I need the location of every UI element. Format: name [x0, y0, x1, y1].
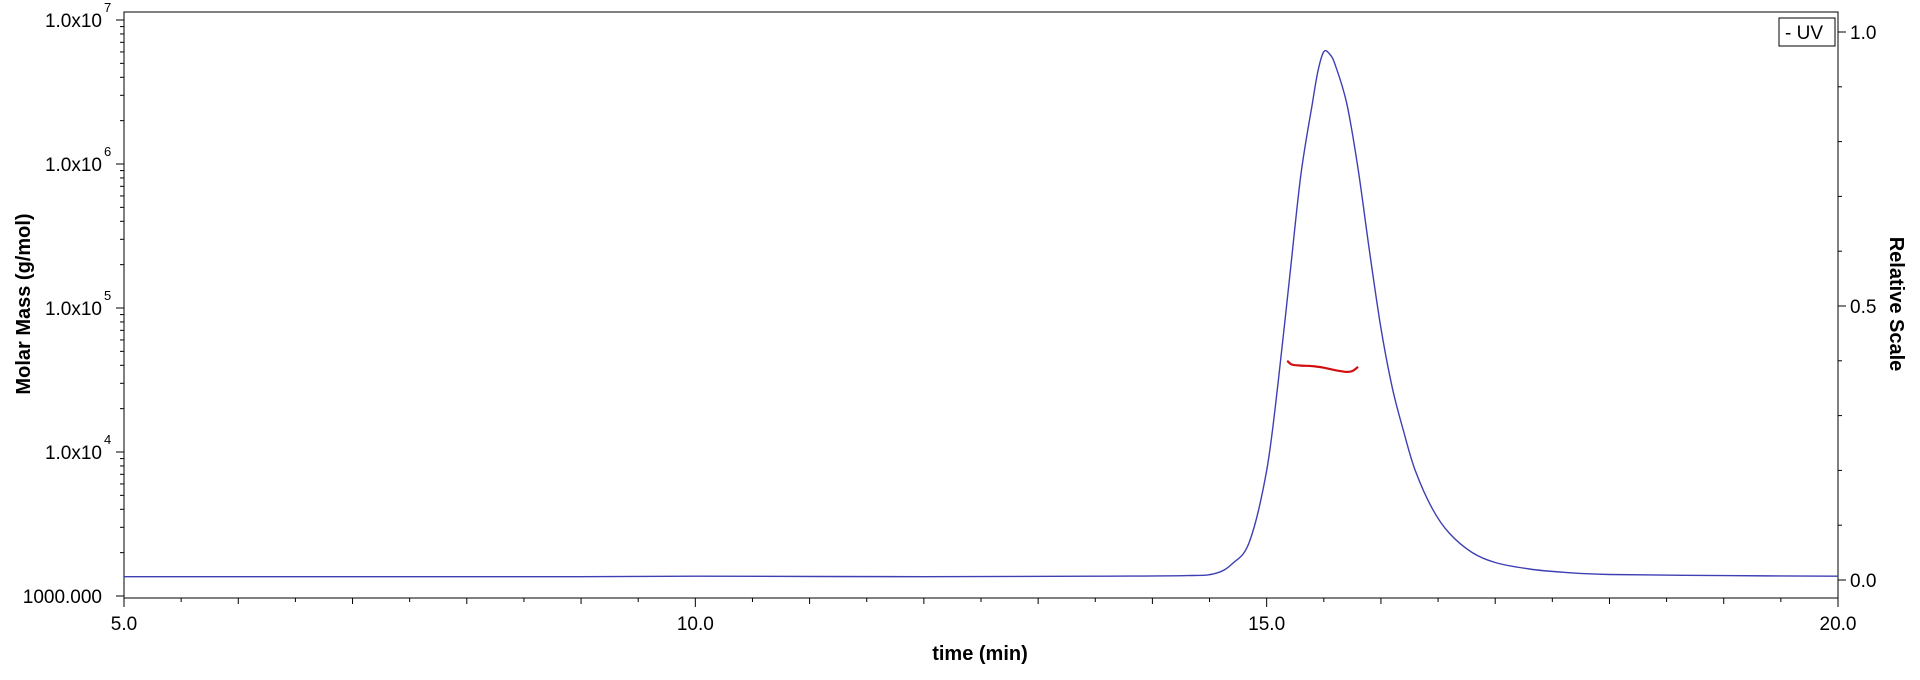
x-tick-label: 15.0	[1248, 614, 1285, 635]
legend-box	[1778, 17, 1836, 47]
y-right-tick-label: 1.0	[1850, 23, 1876, 44]
y-left-tick-label: 1.0x10	[45, 155, 102, 176]
x-tick-label: 20.0	[1820, 614, 1857, 635]
y-left-tick-exponent: 6	[104, 144, 111, 159]
x-tick-label: 5.0	[111, 614, 137, 635]
x-axis-title: time (min)	[932, 643, 1028, 665]
y-left-tick-exponent: 5	[104, 288, 111, 303]
y-axis-title-right: Relative Scale	[1885, 237, 1907, 372]
y-left-tick-label: 1.0x10	[45, 11, 102, 32]
x-tick-label: 10.0	[677, 614, 714, 635]
legend-entry-uv: - UV	[1785, 23, 1823, 44]
molar-mass-series-line	[1286, 359, 1359, 374]
y-right-tick-label: 0.0	[1850, 571, 1876, 592]
y-left-tick-label: 1.0x10	[45, 443, 102, 464]
y-left-tick-exponent: 7	[104, 0, 111, 15]
y-right-tick-label: 0.5	[1850, 297, 1876, 318]
plot-frame	[123, 11, 1839, 599]
y-axis-title-left: Molar Mass (g/mol)	[13, 213, 35, 394]
y-left-tick-exponent: 4	[104, 432, 111, 447]
legend: - UV	[1778, 17, 1836, 47]
y-left-tick-label: 1.0x10	[45, 299, 102, 320]
uv-series-line	[124, 49, 1839, 578]
y-left-tick-label: 1000.000	[23, 587, 102, 608]
